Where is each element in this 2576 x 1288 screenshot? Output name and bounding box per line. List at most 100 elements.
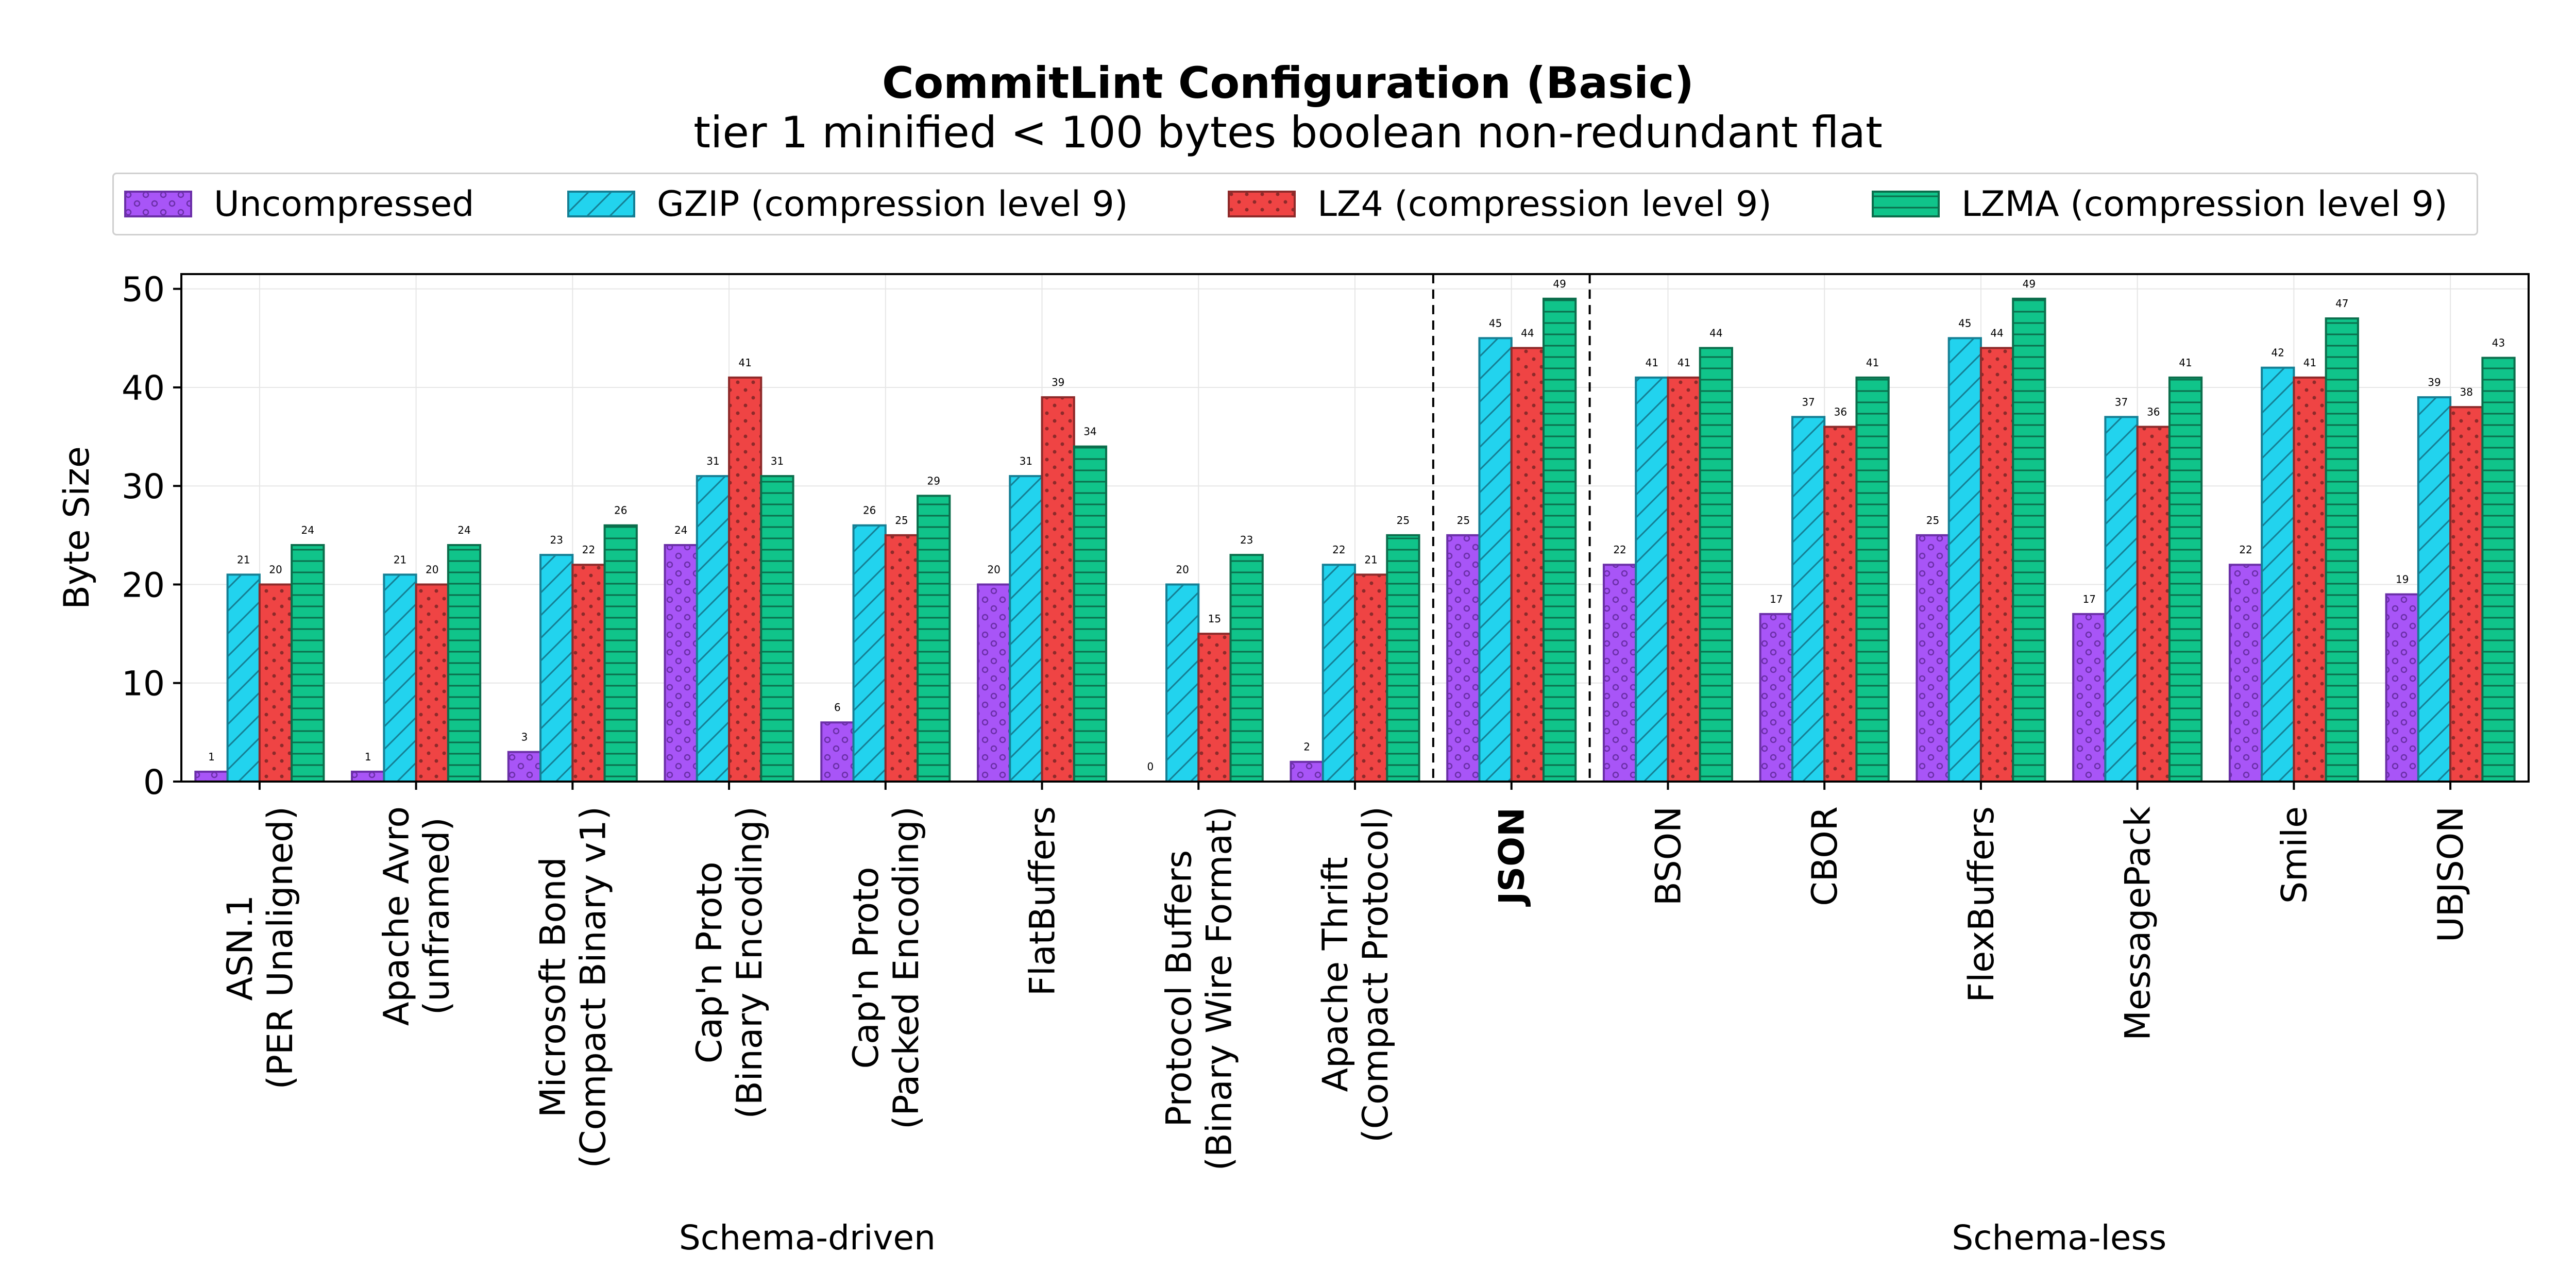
chart-legend: Uncompressed GZIP (compression level 9) … [112,173,2478,235]
bar-value-label: 41 [2179,357,2192,369]
legend-item-uncompressed: Uncompressed [124,174,474,234]
bar [917,495,951,783]
bar-value-label: 41 [2303,357,2316,369]
bar-value-label: 31 [771,455,784,467]
bar-value-label: 44 [1709,327,1722,339]
bar-value-label: 44 [1521,327,1534,339]
bar [2481,357,2516,783]
x-tick-label: Apache Avro(unframed) [377,806,457,1026]
x-tick-label: Apache Thrift(Compact Protocol) [1315,806,1396,1143]
bar-value-label: 45 [1489,317,1502,329]
bar-value-label: 20 [269,563,282,575]
bar [2012,297,2046,783]
bar-value-label: 0 [1147,760,1154,773]
legend-label-gzip: GZIP (compression level 9) [657,183,1128,225]
bar-value-label: 15 [1208,613,1221,625]
bar [1947,337,1982,783]
bar [1354,573,1388,783]
bar-value-label: 25 [1926,514,1939,527]
legend-item-lzma: LZMA (compression level 9) [1872,174,2448,234]
bar-value-label: 6 [834,701,841,714]
bar [2449,406,2484,783]
legend-swatch-gzip [567,191,635,217]
group-label: Schema-less [1952,1218,2166,1258]
bar-value-label: 41 [1866,357,1879,369]
bar-value-label: 38 [2460,386,2473,398]
x-tick-label: FlatBuffers [1023,806,1063,996]
bar [539,554,574,783]
bar-value-label: 22 [1613,544,1626,556]
x-tick-label: Microsoft Bond(Compact Binary v1) [533,806,614,1168]
bar-value-label: 1 [208,751,215,763]
bar [1602,564,1637,783]
y-tick-label: 20 [122,565,165,605]
bar [696,475,731,783]
bar-value-label: 20 [987,563,1000,575]
bar [1386,534,1420,783]
bar [2072,613,2107,783]
value-labels-layer: 1 1 3 24 6 20 0 2 25 22 17 25 17 22 19 21 21 23 31 26 31 20 22… [208,278,2505,773]
bar-value-label: 25 [1457,514,1470,527]
bar [2104,416,2139,783]
legend-swatch-uncompressed [124,191,192,217]
bar-value-label: 17 [1770,593,1783,605]
bar-value-label: 25 [895,514,908,527]
bar [664,544,698,783]
bar [1478,337,1513,783]
bar [194,770,229,783]
bar-value-label: 29 [927,474,940,487]
bar [291,544,325,783]
bar-value-label: 3 [521,731,528,743]
bar [2325,317,2359,783]
bar [1197,633,1232,783]
legend-label-lzma: LZMA (compression level 9) [1961,183,2448,225]
bar-value-label: 31 [706,455,719,467]
y-tick-label: 10 [122,664,165,704]
bar [1165,583,1200,783]
x-tick-label: FlexBuffers [1961,806,2002,1003]
bar [415,583,449,783]
bar-value-label: 21 [237,553,250,566]
bar-value-label: 23 [1240,534,1253,546]
bar [603,524,638,783]
y-tick-label: 0 [143,762,165,802]
bar [2293,376,2327,783]
bar-value-label: 25 [1397,514,1410,527]
bar [1979,347,2014,783]
bar [820,721,855,783]
bar [383,573,417,783]
legend-swatch-lz4 [1228,191,1296,217]
bar [852,524,887,783]
bar-value-label: 49 [1553,278,1566,290]
bar-value-label: 19 [2396,573,2409,586]
bar [1759,613,1793,783]
bar [507,751,542,783]
x-tick-label: Protocol Buffers(Binary Wire Format) [1159,806,1240,1171]
bar-value-label: 22 [582,544,595,556]
bar [1855,376,1890,783]
bar-value-label: 2 [1303,741,1310,753]
chart-subtitle: tier 1 minified < 100 bytes boolean non-… [693,107,1883,158]
x-tick-label: BSON [1648,806,1689,906]
bar [351,770,385,783]
bar [2228,564,2263,783]
bar [2417,396,2452,783]
bar [977,583,1011,783]
x-tick-label: Cap'n Proto(Packed Encoding) [846,806,927,1129]
x-tick-label: Cap'n Proto(Binary Encoding) [689,806,770,1119]
bar-value-label: 41 [1677,357,1690,369]
bar-value-label: 24 [301,524,314,536]
bar-value-label: 41 [1646,357,1658,369]
bar [447,544,482,783]
bar [1542,297,1577,783]
bar-value-label: 42 [2272,347,2284,359]
bar [728,376,762,783]
chart-title: CommitLint Configuration (Basic) [882,58,1694,108]
bar [760,475,794,783]
bar-value-label: 36 [2147,405,2160,418]
bar [1916,534,1950,783]
y-tick-label: 40 [122,368,165,408]
bar-value-label: 31 [1020,455,1032,467]
bar-value-label: 36 [1834,405,1847,418]
